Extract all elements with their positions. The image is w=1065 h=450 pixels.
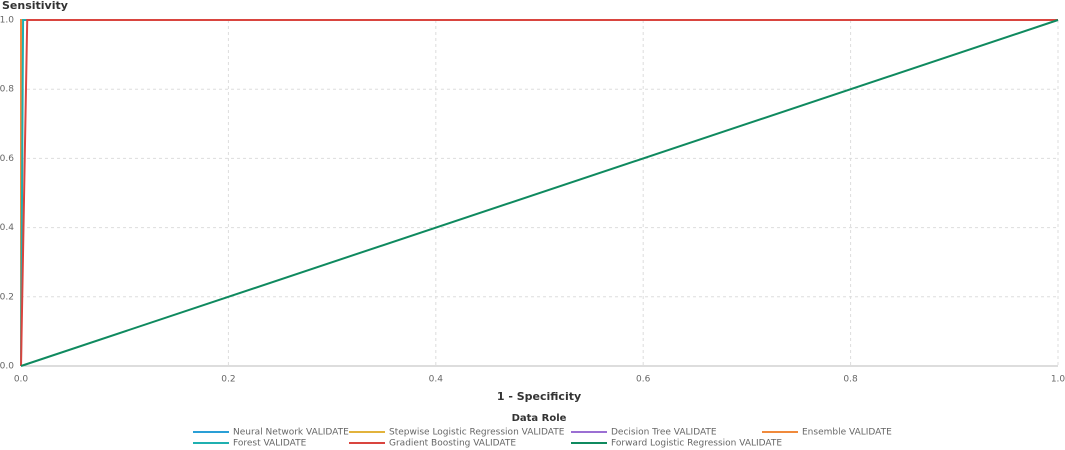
y-tick-label: 0.0 [0,362,14,372]
legend-label: Forest VALIDATE [233,439,307,449]
x-tick-label: 1.0 [1051,375,1065,385]
legend-label: Ensemble VALIDATE [802,428,892,438]
legend-label: Stepwise Logistic Regression VALIDATE [389,428,565,438]
x-tick-label: 0.0 [14,375,29,385]
x-tick-label: 0.4 [429,375,444,385]
x-tick-label: 0.2 [221,375,235,385]
x-tick-label: 0.8 [843,375,858,385]
legend-label: Forward Logistic Regression VALIDATE [611,439,782,449]
x-axis-label: 1 - Specificity [497,390,581,403]
legend-label: Neural Network VALIDATE [233,428,349,438]
roc-line [20,19,1058,367]
legend-label: Gradient Boosting VALIDATE [389,439,516,449]
roc-line [20,19,1059,367]
y-tick-label: 0.2 [0,292,14,302]
x-tick-label: 0.6 [636,375,651,385]
y-axis-label: Sensitivity [2,0,68,12]
y-tick-label: 0.6 [0,154,14,164]
legend-title: Data Role [512,413,567,424]
legend-label: Decision Tree VALIDATE [611,428,717,438]
y-tick-label: 0.8 [0,85,14,95]
y-tick-label: 0.4 [0,223,14,233]
y-tick-label: 1.0 [0,16,14,26]
